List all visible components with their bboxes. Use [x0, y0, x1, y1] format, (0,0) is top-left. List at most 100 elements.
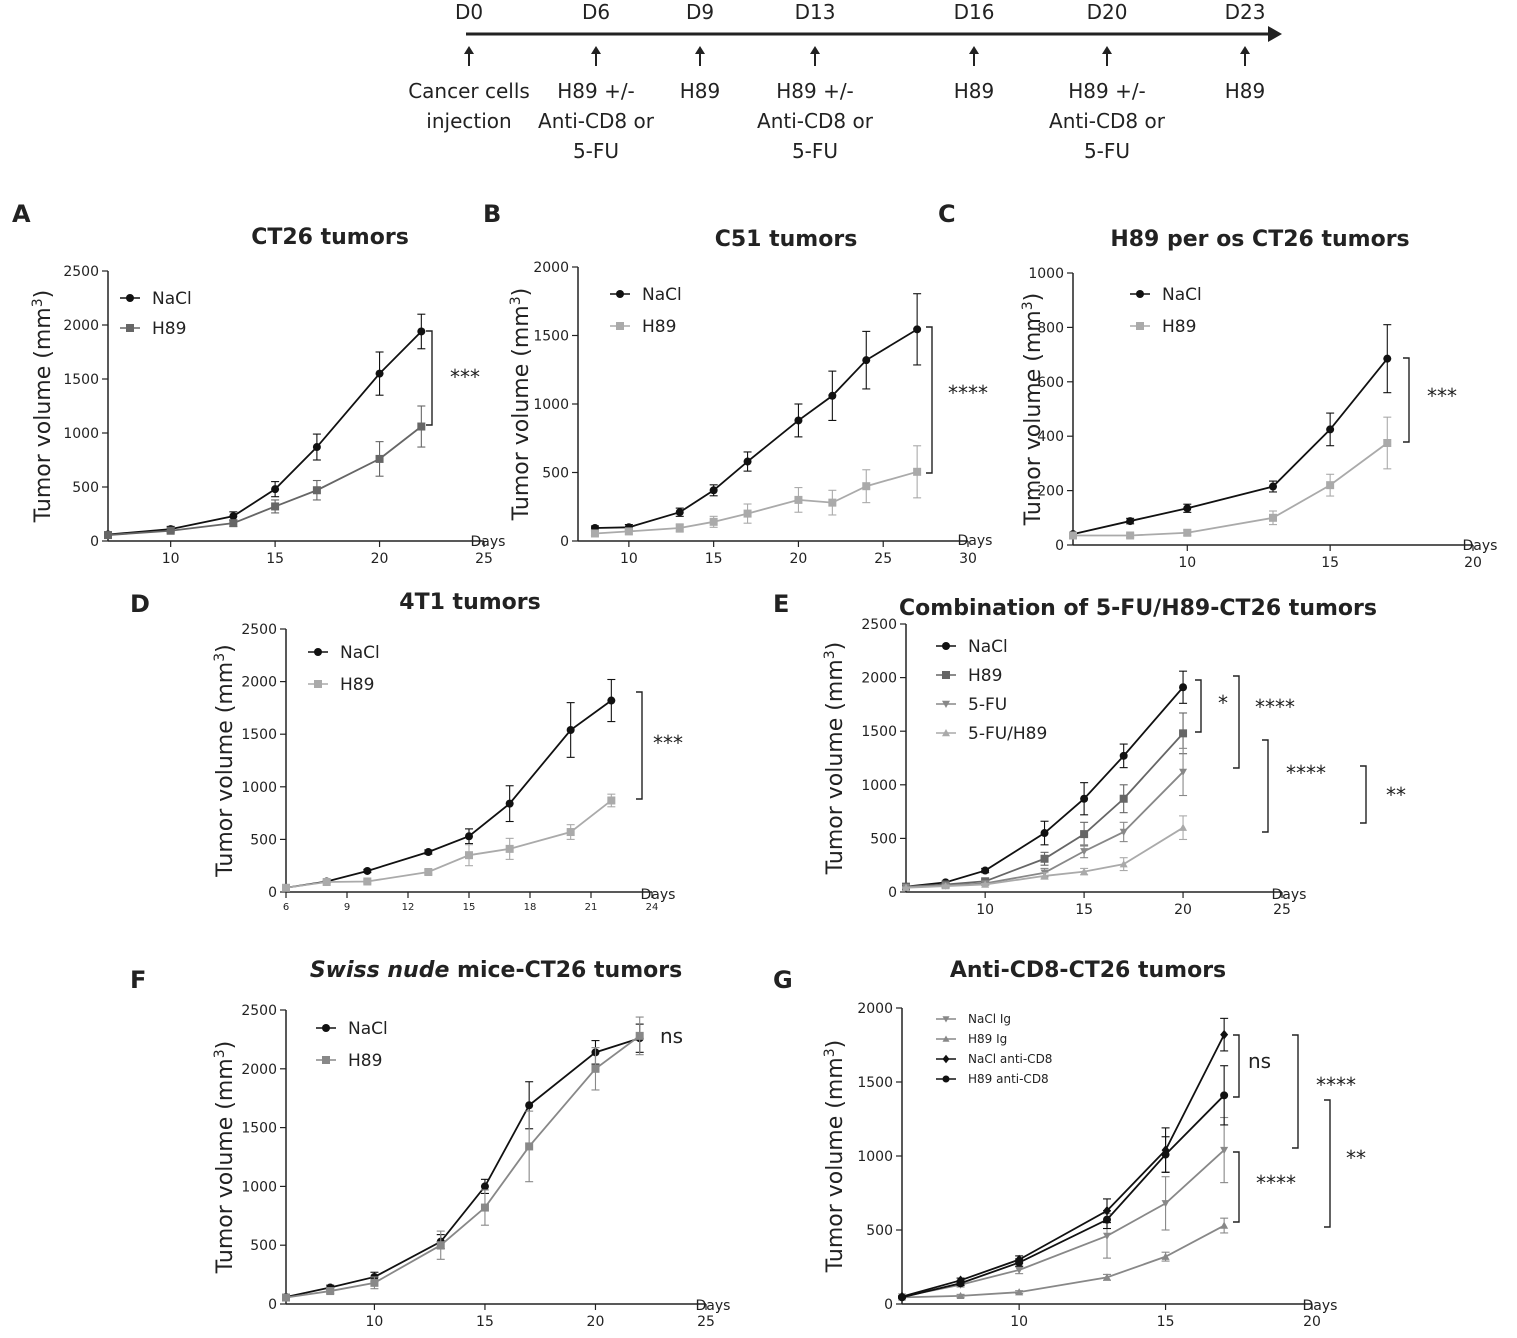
- y-axis-label-text: Tumor volume (mm: [213, 1058, 238, 1274]
- x-tick-label: 18: [524, 902, 537, 913]
- legend-marker: [942, 1075, 950, 1083]
- data-point: [607, 796, 616, 805]
- timeline-up-arrow-head: [695, 46, 705, 54]
- data-point: [480, 1182, 489, 1191]
- chart-title-rest: mice-CT26 tumors: [449, 958, 682, 983]
- data-point: [607, 696, 616, 705]
- data-point: [743, 457, 752, 466]
- timeline-event-label: Anti-CD8 or: [1049, 109, 1166, 133]
- x-tick-label: 10: [1178, 555, 1196, 571]
- data-point: [465, 851, 473, 860]
- chart-title: CT26 tumors: [251, 225, 409, 250]
- data-point: [1015, 1266, 1024, 1274]
- x-axis-label: Days: [641, 887, 676, 903]
- data-point: [424, 848, 433, 857]
- legend-label: H89: [642, 317, 676, 337]
- data-point: [312, 486, 321, 495]
- data-point: [590, 529, 599, 538]
- data-point: [1040, 871, 1049, 880]
- x-axis-label: Days: [1272, 887, 1307, 903]
- legend-marker: [1136, 322, 1144, 330]
- chart-panel-a: A CT26 tumors 10 15 20 25 0 500 1000 1500 2000 2500…: [12, 200, 505, 567]
- data-point: [229, 519, 238, 528]
- significance-label: ns: [660, 1024, 683, 1048]
- x-tick-label: 15: [476, 1314, 494, 1330]
- legend-marker: [126, 294, 134, 302]
- timeline-arrowhead: [1268, 26, 1282, 42]
- data-point: [363, 877, 372, 886]
- y-axis-label-text: Tumor volume (mm: [823, 659, 848, 875]
- x-tick-label: 25: [1273, 902, 1291, 918]
- legend-marker: [616, 290, 624, 298]
- bracket-line: [426, 330, 433, 426]
- legend-marker: [942, 1035, 950, 1042]
- data-point: [794, 495, 803, 504]
- panel-letter: E: [773, 590, 789, 618]
- panel-letter: B: [483, 200, 501, 228]
- data-point: [525, 1101, 534, 1110]
- legend: NaCl H89: [120, 289, 192, 339]
- data-point: [370, 1278, 379, 1287]
- series-nacl: [590, 293, 922, 532]
- data-point: [424, 868, 433, 877]
- data-point: [375, 454, 384, 463]
- y-tick-label: 0: [268, 1297, 277, 1313]
- y-tick-label: 2500: [241, 1003, 277, 1019]
- y-tick-label: 200: [1037, 484, 1064, 500]
- y-axis-label-close: ): [509, 288, 534, 297]
- data-point: [956, 1279, 965, 1288]
- data-point: [1126, 531, 1135, 540]
- y-tick-label: 0: [884, 1297, 893, 1313]
- chart-panel-f: F Swiss nude mice-CT26 tumors 10 15 20 25 0 500…: [130, 958, 730, 1330]
- y-axis-label-text: Tumor volume (mm: [31, 307, 56, 523]
- data-point: [709, 486, 718, 495]
- timeline-up-arrow-head: [1102, 46, 1112, 54]
- data-point: [1161, 1150, 1170, 1159]
- y-tick-label: 0: [888, 885, 897, 901]
- significance-bracket: ns: [1233, 1034, 1271, 1098]
- timeline-day-label: D20: [1087, 0, 1128, 24]
- chart-title: Combination of 5-FU/H89-CT26 tumors: [899, 596, 1377, 621]
- y-axis-label-superscript: 3: [212, 653, 228, 662]
- significance-bracket: **: [1360, 765, 1406, 824]
- data-point: [1183, 528, 1192, 537]
- data-point: [505, 799, 514, 808]
- data-point: [166, 526, 175, 535]
- data-point: [828, 391, 837, 400]
- bracket-line: [1292, 1034, 1299, 1149]
- y-tick-label: 1000: [857, 1149, 893, 1165]
- chart-title: Anti-CD8-CT26 tumors: [950, 958, 1226, 983]
- bracket-line: [1324, 1099, 1331, 1228]
- series-line: [1072, 358, 1388, 535]
- data-point: [375, 369, 384, 378]
- timeline-event-label: Anti-CD8 or: [757, 109, 874, 133]
- timeline-event-label: H89 +/-: [1068, 79, 1146, 103]
- data-point: [1220, 1221, 1229, 1229]
- y-axis-label-superscript: 3: [822, 1048, 838, 1057]
- legend-label: NaCl Ig: [968, 1012, 1011, 1026]
- series-line: [901, 1094, 1225, 1299]
- y-tick-label: 2000: [241, 1062, 277, 1078]
- series-5-fu: [902, 747, 1188, 892]
- chart-panel-d: D 4T1 tumors 6 9 12 15 18 21 24 0 500 1000 1500 2000 2…: [130, 590, 683, 913]
- significance-bracket: **: [1324, 1099, 1366, 1228]
- data-point: [1383, 439, 1392, 447]
- data-point: [1269, 482, 1277, 491]
- timeline-event-label: injection: [426, 109, 511, 133]
- data-point: [1119, 794, 1128, 803]
- series-line: [285, 1037, 640, 1298]
- x-tick-label: 6: [283, 902, 289, 913]
- series-line: [107, 330, 422, 536]
- legend-label: NaCl: [968, 637, 1008, 657]
- legend: NaCl H89 5-FU 5-FU/H89: [936, 637, 1047, 744]
- timeline-event-label: 5-FU: [792, 139, 838, 163]
- y-tick-label: 1500: [241, 727, 277, 743]
- panel-letter: F: [130, 966, 146, 994]
- bracket-line: [926, 326, 933, 474]
- panel-letter: D: [130, 590, 150, 618]
- data-point: [566, 725, 575, 734]
- y-axis-label-text: Tumor volume (mm: [1021, 310, 1046, 526]
- significance-label: ***: [450, 365, 480, 389]
- series-nacl-ig: [898, 1116, 1229, 1301]
